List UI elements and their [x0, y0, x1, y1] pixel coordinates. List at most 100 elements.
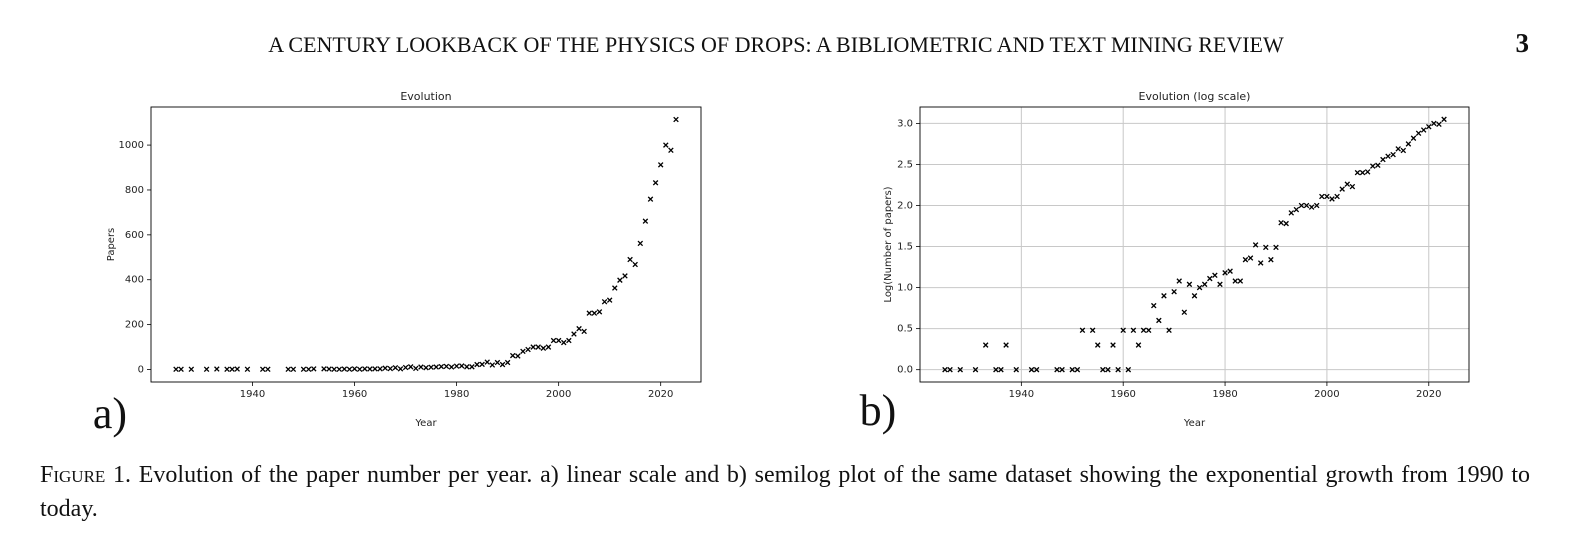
data-point — [947, 366, 953, 373]
data-point — [336, 366, 343, 373]
data-point — [453, 363, 460, 369]
data-point — [1079, 327, 1086, 334]
data-point — [331, 366, 337, 373]
x-tick-label: 2020 — [648, 389, 673, 400]
data-point — [346, 366, 353, 373]
data-point — [1380, 156, 1386, 163]
data-point — [433, 364, 439, 370]
data-point — [957, 366, 963, 373]
x-tick-label: 1940 — [240, 389, 265, 400]
data-point — [1415, 130, 1422, 137]
data-point — [479, 361, 485, 368]
page-number: 3 — [1516, 28, 1530, 58]
data-point — [1028, 366, 1035, 373]
data-point — [632, 261, 638, 268]
data-point — [259, 366, 266, 373]
data-point — [356, 366, 363, 373]
data-point — [642, 218, 649, 224]
data-point — [1278, 219, 1284, 226]
data-point — [1196, 284, 1203, 291]
x-tick-label: 1980 — [1212, 389, 1237, 400]
data-point — [321, 366, 327, 372]
data-point — [489, 362, 496, 368]
data-point — [622, 273, 628, 279]
caption-text: Evolution of the paper number per year. … — [40, 462, 1530, 522]
data-point — [499, 361, 506, 368]
data-point — [458, 363, 465, 369]
x-axis-label: Year — [1183, 418, 1206, 429]
data-point — [1074, 366, 1081, 373]
data-point — [1186, 281, 1193, 288]
data-point — [413, 365, 419, 372]
chart-title: Evolution — [400, 90, 451, 103]
data-point — [1207, 275, 1213, 282]
data-point — [1227, 268, 1233, 274]
data-point — [443, 363, 450, 370]
data-point — [448, 364, 455, 370]
data-point — [1303, 202, 1310, 209]
caption-label: Figure 1. — [40, 462, 132, 488]
data-point — [1191, 293, 1198, 299]
data-point — [555, 337, 562, 344]
data-point — [1293, 206, 1300, 213]
data-point — [1268, 256, 1274, 263]
data-point — [372, 366, 378, 372]
data-point — [1313, 202, 1320, 209]
data-point — [1151, 302, 1157, 309]
data-point — [1242, 256, 1249, 263]
data-point — [663, 142, 669, 148]
data-point — [515, 353, 521, 359]
data-point — [484, 359, 490, 365]
data-point — [1217, 281, 1223, 288]
data-point — [998, 366, 1004, 373]
data-point — [1441, 116, 1447, 123]
plot-frame — [919, 106, 1470, 383]
data-point — [1135, 342, 1142, 348]
data-point — [1166, 327, 1172, 334]
data-point — [229, 366, 235, 373]
data-point — [285, 366, 292, 373]
data-point — [1369, 163, 1376, 169]
data-point — [341, 366, 348, 372]
data-point — [993, 366, 999, 373]
y-tick-label: 2.5 — [897, 159, 913, 170]
data-point — [351, 366, 358, 372]
y-tick-label: 0.0 — [897, 365, 913, 376]
data-point — [942, 366, 948, 373]
data-point — [1420, 127, 1427, 133]
data-point — [1349, 183, 1356, 190]
y-tick-label: 0.5 — [897, 324, 913, 335]
data-point — [525, 346, 531, 353]
data-point — [494, 359, 501, 366]
data-point — [1324, 193, 1330, 200]
data-point — [1181, 309, 1188, 315]
y-tick-label: 1000 — [119, 140, 144, 151]
data-point — [1105, 366, 1111, 373]
data-point — [407, 364, 414, 370]
data-point — [1094, 342, 1101, 348]
data-point — [300, 366, 307, 373]
data-point — [647, 196, 654, 202]
data-point — [203, 366, 210, 373]
data-point — [1283, 220, 1289, 227]
data-point — [668, 147, 674, 154]
data-point — [173, 366, 179, 373]
data-point — [1436, 121, 1442, 127]
data-point — [1410, 135, 1417, 141]
y-tick-label: 1.5 — [897, 242, 913, 253]
data-point — [530, 344, 536, 350]
data-point — [982, 342, 989, 348]
data-point — [1405, 141, 1412, 147]
data-point — [290, 366, 297, 373]
x-tick-label: 2000 — [546, 389, 571, 400]
data-point — [606, 297, 613, 303]
data-point — [1100, 366, 1106, 373]
data-point — [1013, 366, 1020, 373]
data-point — [1390, 151, 1396, 158]
data-point — [1069, 366, 1076, 373]
x-tick-label: 1960 — [1110, 389, 1135, 400]
data-point — [509, 352, 516, 359]
data-point — [673, 116, 679, 123]
data-point — [972, 366, 979, 373]
